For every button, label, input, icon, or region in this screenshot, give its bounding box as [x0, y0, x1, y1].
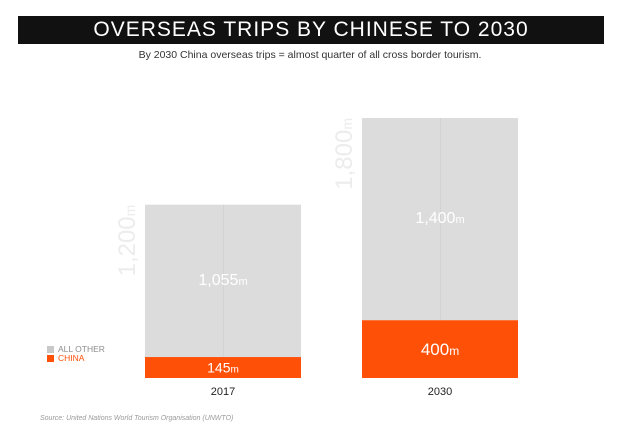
label-china-2030: 400m: [421, 340, 459, 359]
chart-subtitle: By 2030 China overseas trips = almost qu…: [138, 49, 482, 61]
label-all-other-2030: 1,400m: [415, 210, 464, 227]
label-unit: m: [449, 344, 459, 358]
bar-china-2017: [145, 357, 301, 378]
bar-china-2030: [362, 320, 518, 378]
label-unit: m: [231, 365, 239, 376]
total-unit: m: [122, 205, 138, 217]
total-label-2017: 1,200m: [114, 205, 141, 277]
category-label-2017: 2017: [211, 386, 235, 398]
legend-label-china: CHINA: [58, 353, 85, 363]
label-unit: m: [238, 276, 247, 288]
legend-label-all-other: ALL OTHER: [58, 344, 105, 354]
total-unit: m: [339, 118, 355, 130]
label-all-other-2017: 1,055m: [198, 272, 247, 289]
category-label-2030: 2030: [428, 386, 452, 398]
chart-title: OVERSEAS TRIPS BY CHINESE TO 2030: [18, 16, 604, 44]
source-note: Source: United Nations World Tourism Org…: [40, 415, 234, 422]
legend-swatch-all-other: [47, 346, 54, 353]
label-unit: m: [455, 214, 464, 226]
legend-swatch-china: [47, 355, 54, 362]
total-label-2030: 1,800m: [331, 118, 358, 190]
